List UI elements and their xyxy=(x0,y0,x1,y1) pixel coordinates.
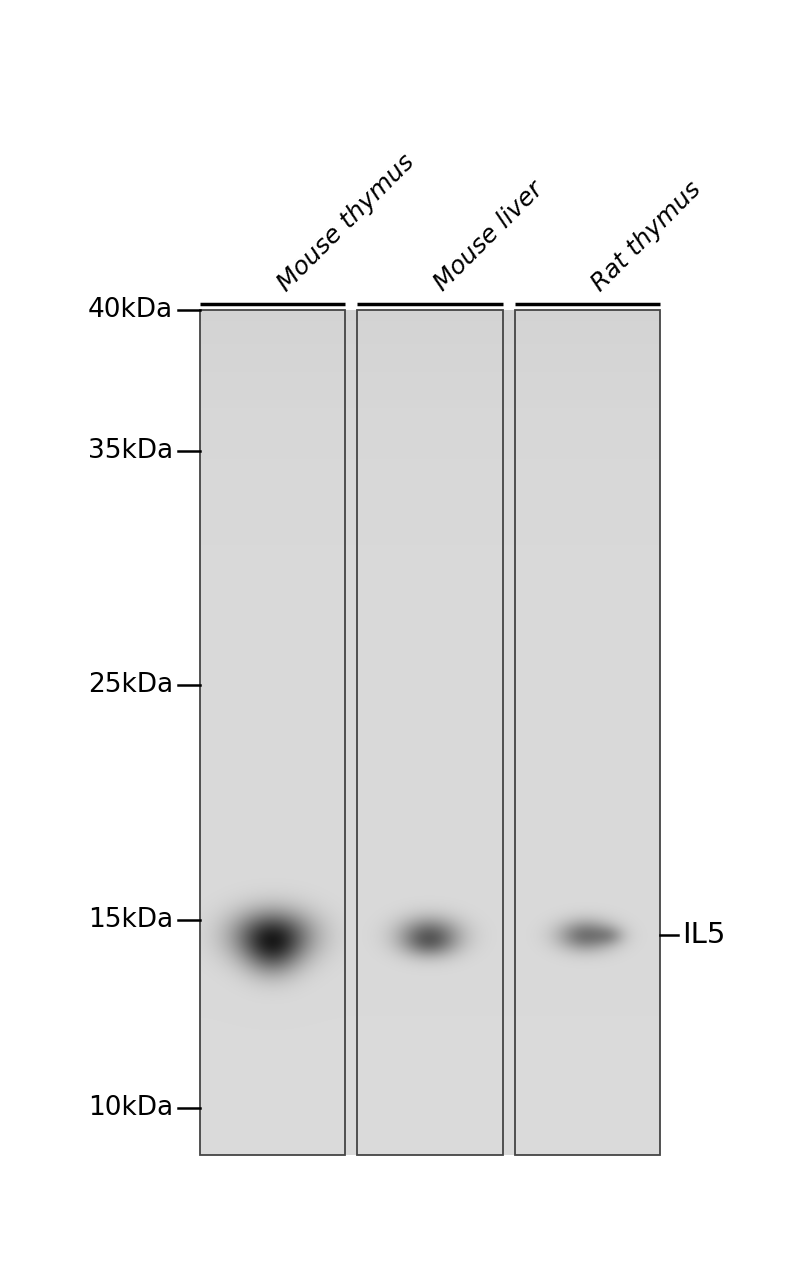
Bar xyxy=(515,310,660,1155)
Text: 40kDa: 40kDa xyxy=(88,297,173,323)
Text: Mouse liver: Mouse liver xyxy=(430,178,549,296)
Text: Mouse thymus: Mouse thymus xyxy=(273,150,419,296)
Text: 35kDa: 35kDa xyxy=(88,438,173,465)
Text: 10kDa: 10kDa xyxy=(88,1094,173,1121)
Text: 15kDa: 15kDa xyxy=(88,908,173,933)
Bar xyxy=(358,310,503,1155)
Bar xyxy=(200,310,345,1155)
Text: Rat thymus: Rat thymus xyxy=(587,177,706,296)
Text: 25kDa: 25kDa xyxy=(88,672,173,698)
Text: IL5: IL5 xyxy=(682,922,725,950)
